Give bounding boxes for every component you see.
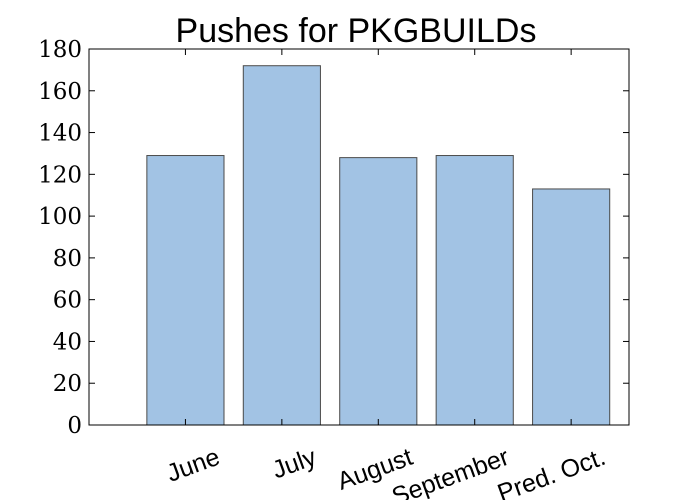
y-tick-label: 140 [38,121,82,147]
y-tick-label: 40 [53,329,82,355]
bar-september [435,155,514,426]
bars-group [146,65,611,426]
x-tick-label: Pred. Oct. [494,443,609,500]
y-tick-label: 120 [38,162,82,188]
bar-august [339,157,418,426]
y-tick-label: 180 [38,37,82,63]
bar-june [146,155,225,426]
y-tick-label: 60 [53,288,82,314]
bar-july [242,65,321,426]
bar-pred-oct [532,188,611,426]
x-tick-label: June [163,443,224,488]
y-tick-label: 20 [53,371,82,397]
y-tick-label: 100 [38,204,82,230]
y-axis: 0 20 40 60 80 100 120 140 160 180 [38,37,629,439]
x-tick-label: July [269,443,321,485]
chart-title: Pushes for PKGBUILDs [176,12,537,50]
y-tick-label: 80 [53,246,82,272]
y-tick-label: 0 [67,413,82,439]
plot-frame [88,48,630,426]
y-tick-label: 160 [38,79,82,105]
